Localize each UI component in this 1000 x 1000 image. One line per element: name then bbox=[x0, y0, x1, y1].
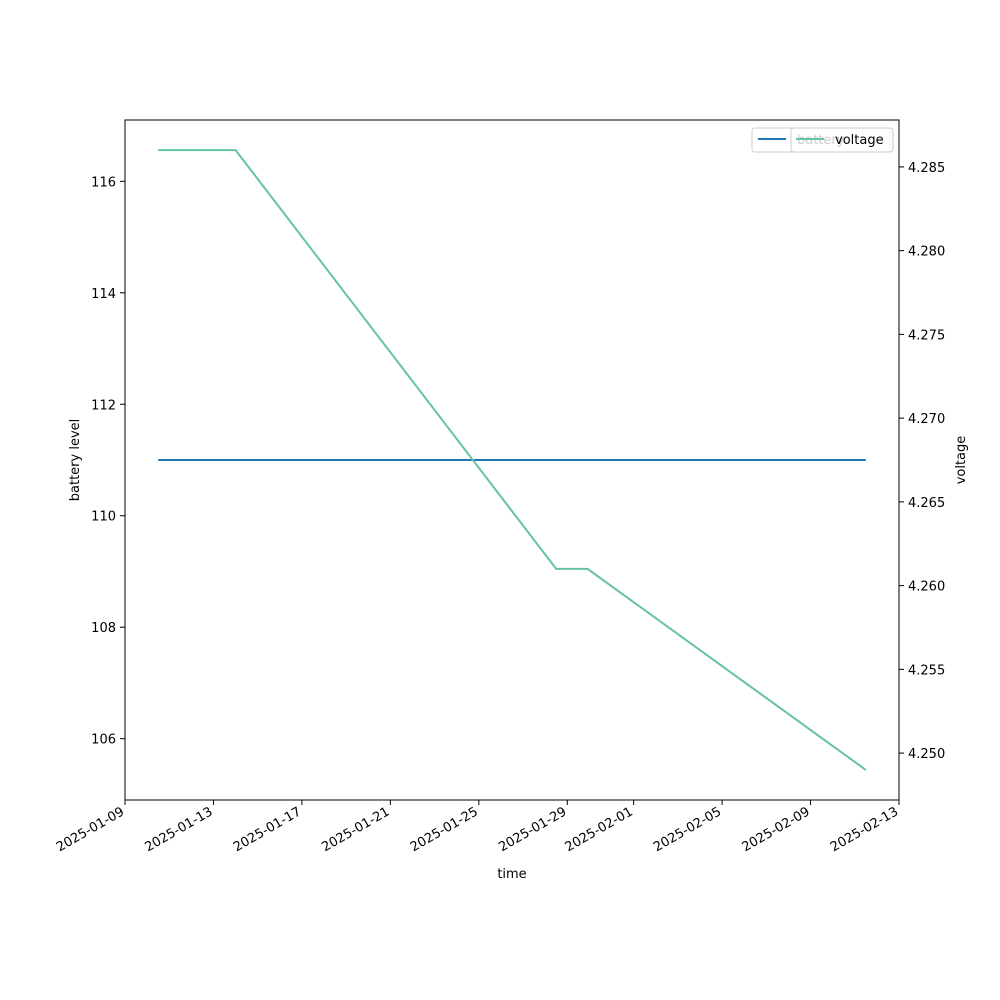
x-tick-label: 2025-01-13 bbox=[143, 804, 216, 855]
plot-frame bbox=[124, 119, 900, 801]
y2-tick-label: 4.265 bbox=[908, 496, 945, 511]
y2-axis-label: voltage bbox=[954, 436, 969, 485]
x-tick-label: 2025-01-17 bbox=[231, 804, 304, 855]
x-tick-label: 2025-01-21 bbox=[319, 804, 392, 855]
series-layer bbox=[158, 149, 867, 771]
x-tick-label: 2025-02-01 bbox=[563, 804, 636, 855]
x-tick-label: 2025-02-09 bbox=[740, 804, 813, 855]
y2-tick-label: 4.275 bbox=[908, 328, 945, 343]
x-tick-label: 2025-02-05 bbox=[651, 804, 724, 855]
y-tick-label: 108 bbox=[91, 621, 116, 636]
y2-tick-label: 4.260 bbox=[908, 580, 945, 595]
y2-tick-label: 4.250 bbox=[908, 747, 945, 762]
y-tick-label: 116 bbox=[91, 175, 116, 190]
series-line-voltage bbox=[158, 149, 867, 771]
x-tick-label: 2025-01-25 bbox=[408, 804, 481, 855]
x-axis: 2025-01-09 2025-01-13 2025-01-17 2025-01-21… bbox=[54, 800, 901, 855]
x-tick-label: 2025-02-13 bbox=[828, 804, 901, 855]
x-axis-label: time bbox=[497, 867, 526, 882]
y-axis-label: battery level bbox=[68, 419, 83, 502]
y2-tick-label: 4.270 bbox=[908, 412, 945, 427]
y-axis-left: 106 108 110 112 114 116 bbox=[91, 175, 125, 748]
y-tick-label: 114 bbox=[91, 287, 116, 302]
y2-tick-label: 4.285 bbox=[908, 161, 945, 176]
legend-voltage-label: voltage bbox=[835, 133, 884, 148]
legend-voltage-box bbox=[790, 127, 894, 153]
y-axis-right: 4.250 4.255 4.260 4.265 4.270 4.275 4.280 4.285 bbox=[899, 161, 945, 762]
y-tick-label: 110 bbox=[91, 510, 116, 525]
y2-tick-label: 4.280 bbox=[908, 245, 945, 260]
y-tick-label: 106 bbox=[91, 733, 116, 748]
y-tick-label: 112 bbox=[91, 398, 116, 413]
legend-voltage: voltage bbox=[790, 127, 894, 153]
x-tick-label: 2025-01-29 bbox=[496, 804, 569, 855]
y2-tick-label: 4.255 bbox=[908, 663, 945, 678]
x-tick-label: 2025-01-09 bbox=[54, 804, 127, 855]
